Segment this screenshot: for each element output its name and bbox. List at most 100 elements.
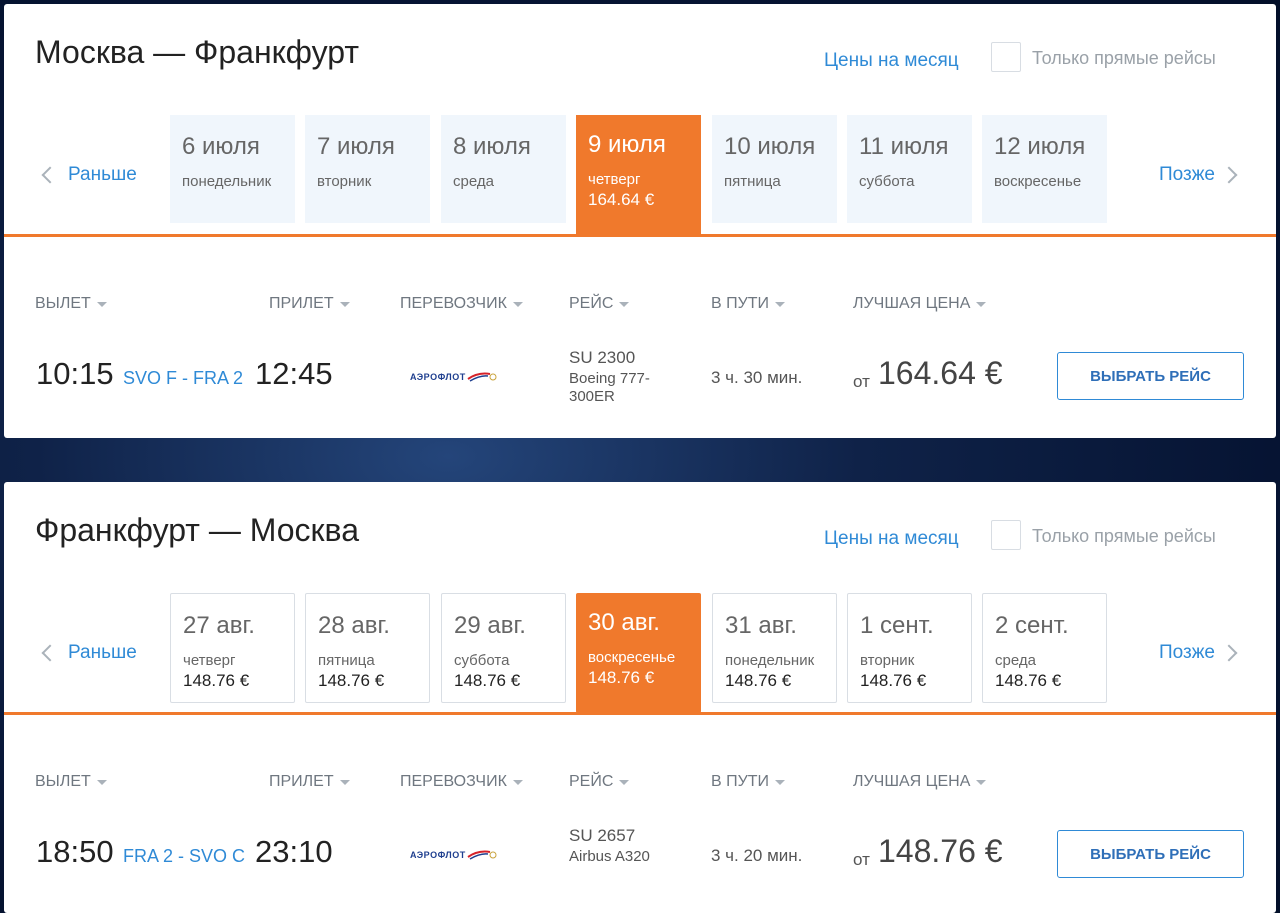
date-label: 28 авг. <box>318 612 390 639</box>
arrival-time: 12:45 <box>255 356 333 391</box>
date-price: 148.76 € <box>318 671 385 690</box>
caret-down-icon <box>976 779 987 785</box>
weekday-label: среда <box>453 173 494 190</box>
date-card[interactable]: 12 июля воскресенье <box>982 115 1107 223</box>
sort-duration[interactable]: В ПУТИ <box>711 295 786 313</box>
weekday-label: вторник <box>317 173 372 190</box>
sort-carrier[interactable]: ПЕРЕВОЗЧИК <box>400 773 523 791</box>
caret-down-icon <box>775 779 786 785</box>
date-card[interactable]: 11 июля суббота <box>847 115 972 223</box>
aeroflot-logo: АЭРОФЛОТ <box>410 848 498 862</box>
month-prices-link[interactable]: Цены на месяц <box>824 50 959 71</box>
weekday-label: воскресенье <box>994 173 1082 190</box>
caret-down-icon <box>96 779 107 785</box>
best-price: 148.76 € <box>878 833 1003 869</box>
sort-flight[interactable]: РЕЙС <box>569 773 630 791</box>
sort-arrival[interactable]: ПРИЛЕТ <box>269 773 350 791</box>
header-label: ВЫЛЕТ <box>35 295 91 312</box>
sort-departure[interactable]: ВЫЛЕТ <box>35 773 107 791</box>
sort-departure[interactable]: ВЫЛЕТ <box>35 295 107 313</box>
date-price: 148.76 € <box>588 668 655 687</box>
flight-number: SU 2657 <box>569 826 636 845</box>
weekday-label: четверг <box>588 171 641 188</box>
weekday-label: суббота <box>454 652 510 669</box>
airport-route-link[interactable]: SVO F - FRA 2 <box>123 368 244 388</box>
date-card[interactable]: 31 авг. понедельник 148.76 € <box>712 593 837 703</box>
date-card[interactable]: 2 сент. среда 148.76 € <box>982 593 1107 703</box>
header-label: ВЫЛЕТ <box>35 773 91 790</box>
later-button[interactable]: Позже <box>1159 642 1238 664</box>
caret-down-icon <box>619 779 630 785</box>
orange-divider <box>4 234 1276 237</box>
later-label: Позже <box>1159 642 1215 663</box>
date-label: 27 авг. <box>183 612 255 639</box>
sort-flight[interactable]: РЕЙС <box>569 295 630 313</box>
price-prefix: от <box>853 372 870 391</box>
date-card[interactable]: 7 июля вторник <box>305 115 430 223</box>
date-card[interactable]: 10 июля пятница <box>712 115 837 223</box>
weekday-label: суббота <box>859 173 915 190</box>
caret-down-icon <box>339 301 350 307</box>
later-button[interactable]: Позже <box>1159 164 1238 186</box>
date-label: 6 июля <box>182 133 260 160</box>
direct-flights-checkbox[interactable] <box>991 520 1021 550</box>
earlier-button[interactable]: Раньше <box>40 642 137 664</box>
weekday-label: пятница <box>724 173 781 190</box>
date-label: 31 авг. <box>725 612 797 639</box>
sort-best-price[interactable]: ЛУЧШАЯ ЦЕНА <box>853 773 987 791</box>
orange-divider <box>4 712 1276 715</box>
date-label: 30 авг. <box>588 609 660 636</box>
flight-number: SU 2300 <box>569 348 636 367</box>
weekday-label: понедельник <box>725 652 815 669</box>
date-card-selected[interactable]: 30 авг. воскресенье 148.76 € <box>576 593 701 713</box>
earlier-label: Раньше <box>68 642 137 663</box>
caret-down-icon <box>775 301 786 307</box>
sort-duration[interactable]: В ПУТИ <box>711 773 786 791</box>
header-label: ПРИЛЕТ <box>269 773 334 790</box>
header-label: ПЕРЕВОЗЧИК <box>400 295 507 312</box>
direct-flights-checkbox[interactable] <box>991 42 1021 72</box>
date-card[interactable]: 29 авг. суббота 148.76 € <box>441 593 566 703</box>
caret-down-icon <box>96 301 107 307</box>
date-card[interactable]: 1 сент. вторник 148.76 € <box>847 593 972 703</box>
sort-best-price[interactable]: ЛУЧШАЯ ЦЕНА <box>853 295 987 313</box>
weekday-label: вторник <box>860 652 915 669</box>
outbound-panel: Москва — Франкфурт Цены на месяц Только … <box>4 4 1276 438</box>
sort-carrier[interactable]: ПЕРЕВОЗЧИК <box>400 295 523 313</box>
date-price: 148.76 € <box>860 671 927 690</box>
sort-arrival[interactable]: ПРИЛЕТ <box>269 295 350 313</box>
departure-time: 10:15 <box>36 356 114 391</box>
month-prices-link[interactable]: Цены на месяц <box>824 528 959 549</box>
aeroflot-wing-icon <box>467 372 497 382</box>
carrier-logo-text: АЭРОФЛОТ <box>410 372 466 382</box>
date-label: 12 июля <box>994 133 1086 160</box>
earlier-button[interactable]: Раньше <box>40 164 137 186</box>
date-card[interactable]: 6 июля понедельник <box>170 115 295 223</box>
date-card[interactable]: 27 авг. четверг 148.76 € <box>170 593 295 703</box>
price-prefix: от <box>853 850 870 869</box>
later-label: Позже <box>1159 164 1215 185</box>
select-flight-button[interactable]: ВЫБРАТЬ РЕЙС <box>1057 830 1244 878</box>
earlier-label: Раньше <box>68 164 137 185</box>
date-card-selected[interactable]: 9 июля четверг 164.64 € <box>576 115 701 235</box>
header-label: РЕЙС <box>569 773 614 790</box>
arrival-time: 23:10 <box>255 834 333 869</box>
date-card[interactable]: 28 авг. пятница 148.76 € <box>305 593 430 703</box>
airport-route-link[interactable]: FRA 2 - SVO C <box>123 846 246 866</box>
header-label: ПРИЛЕТ <box>269 295 334 312</box>
caret-down-icon <box>976 301 987 307</box>
aircraft-type: Airbus A320 <box>569 848 650 865</box>
select-flight-button[interactable]: ВЫБРАТЬ РЕЙС <box>1057 352 1244 400</box>
date-label: 2 сент. <box>995 612 1069 639</box>
aircraft-type: Boeing 777-300ER <box>569 370 650 405</box>
header-label: ЛУЧШАЯ ЦЕНА <box>853 773 971 790</box>
weekday-label: воскресенье <box>588 649 676 666</box>
header-label: ЛУЧШАЯ ЦЕНА <box>853 295 971 312</box>
caret-down-icon <box>512 301 523 307</box>
date-price: 164.64 € <box>588 190 655 209</box>
date-price: 148.76 € <box>454 671 521 690</box>
date-card[interactable]: 8 июля среда <box>441 115 566 223</box>
best-price: 164.64 € <box>878 355 1003 391</box>
date-label: 1 сент. <box>860 612 934 639</box>
header-label: ПЕРЕВОЗЧИК <box>400 773 507 790</box>
